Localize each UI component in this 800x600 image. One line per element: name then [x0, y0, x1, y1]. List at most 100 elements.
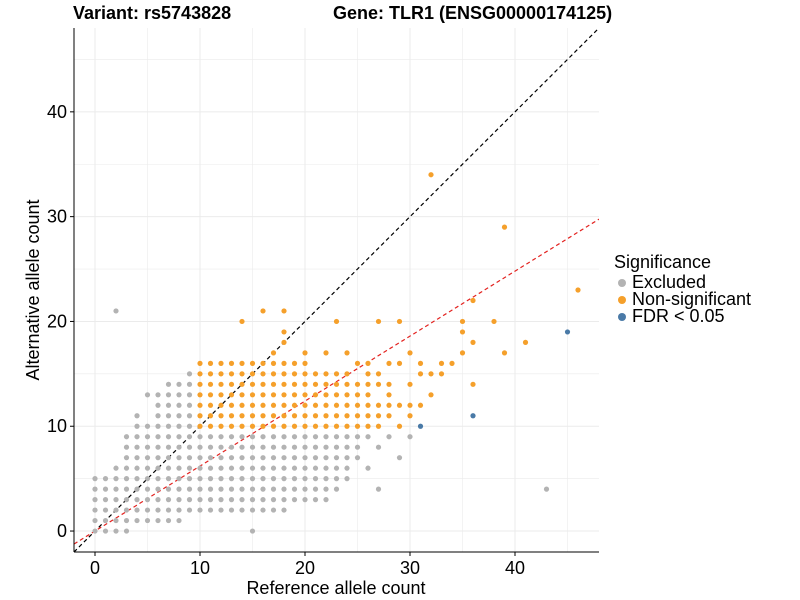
- point-excluded: [302, 434, 308, 440]
- point-excluded: [155, 465, 161, 471]
- point-excluded: [291, 434, 298, 440]
- point-excluded: [291, 444, 298, 450]
- point-excluded: [176, 497, 182, 503]
- point-excluded: [144, 455, 151, 461]
- point-non-significant: [375, 413, 382, 419]
- point-excluded: [207, 507, 214, 513]
- point-excluded: [197, 497, 203, 503]
- point-excluded: [228, 486, 235, 492]
- point-non-significant: [291, 413, 298, 419]
- point-excluded: [165, 517, 172, 524]
- point-non-significant: [249, 360, 256, 366]
- point-non-significant: [470, 297, 476, 304]
- point-non-significant: [302, 423, 308, 429]
- point-excluded: [123, 517, 130, 524]
- point-non-significant: [312, 392, 319, 398]
- point-excluded: [144, 444, 151, 450]
- point-excluded: [249, 507, 256, 513]
- point-excluded: [239, 486, 245, 492]
- point-excluded: [260, 465, 266, 471]
- gene-title: Gene: TLR1 (ENSG00000174125): [333, 3, 613, 23]
- point-excluded: [312, 455, 319, 461]
- point-excluded: [344, 455, 350, 461]
- point-excluded: [165, 497, 172, 503]
- legend: Significance Excluded Non-significant FD…: [614, 252, 751, 325]
- point-excluded: [312, 434, 319, 440]
- point-excluded: [333, 486, 340, 492]
- point-non-significant: [354, 360, 361, 366]
- point-excluded: [302, 444, 308, 450]
- point-excluded: [134, 465, 140, 471]
- point-excluded: [249, 444, 256, 450]
- point-excluded: [239, 444, 245, 450]
- point-excluded: [249, 476, 256, 482]
- point-excluded: [260, 444, 266, 450]
- point-non-significant: [249, 413, 256, 419]
- point-excluded: [323, 476, 329, 482]
- point-excluded: [144, 517, 151, 524]
- point-non-significant: [281, 392, 287, 398]
- point-excluded: [92, 486, 98, 492]
- point-excluded: [228, 507, 235, 513]
- point-excluded: [144, 486, 151, 492]
- point-non-significant: [281, 339, 287, 345]
- point-excluded: [281, 465, 287, 471]
- point-excluded: [281, 455, 287, 461]
- point-non-significant: [344, 350, 350, 356]
- point-excluded: [186, 507, 193, 513]
- point-excluded: [281, 486, 287, 492]
- point-non-significant: [344, 381, 350, 387]
- point-non-significant: [197, 413, 203, 419]
- point-excluded: [155, 444, 161, 450]
- point-non-significant: [375, 318, 382, 325]
- point-non-significant: [249, 371, 256, 377]
- point-excluded: [92, 517, 98, 524]
- point-excluded: [165, 402, 172, 408]
- point-excluded: [92, 528, 98, 534]
- point-excluded: [155, 507, 161, 513]
- point-excluded: [123, 434, 130, 440]
- point-non-significant: [197, 392, 203, 398]
- point-non-significant: [302, 402, 308, 408]
- point-excluded: [312, 465, 319, 471]
- point-non-significant: [470, 381, 476, 387]
- point-excluded: [176, 444, 182, 450]
- point-excluded: [249, 465, 256, 471]
- point-non-significant: [323, 402, 329, 408]
- point-non-significant: [249, 392, 256, 398]
- point-excluded: [365, 465, 371, 471]
- point-non-significant: [249, 381, 256, 387]
- point-excluded: [228, 497, 235, 503]
- point-excluded: [123, 476, 130, 482]
- point-excluded: [92, 507, 98, 513]
- point-excluded: [344, 444, 350, 450]
- point-excluded: [102, 528, 109, 534]
- point-excluded: [176, 381, 182, 387]
- point-excluded: [228, 476, 235, 482]
- point-non-significant: [407, 413, 413, 419]
- point-non-significant: [323, 413, 329, 419]
- point-excluded: [207, 444, 214, 450]
- point-excluded: [113, 476, 119, 482]
- point-excluded: [176, 507, 182, 513]
- point-non-significant: [260, 360, 266, 366]
- point-excluded: [375, 486, 382, 492]
- point-excluded: [239, 507, 245, 513]
- point-non-significant: [491, 318, 497, 325]
- point-excluded: [323, 465, 329, 471]
- point-non-significant: [228, 413, 235, 419]
- point-non-significant: [207, 423, 214, 429]
- point-non-significant: [302, 350, 308, 356]
- point-non-significant: [333, 318, 340, 325]
- point-excluded: [197, 465, 203, 471]
- point-excluded: [281, 497, 287, 503]
- legend-title: Significance: [614, 252, 712, 272]
- point-excluded: [165, 507, 172, 513]
- grid: [74, 28, 599, 552]
- point-excluded: [302, 497, 308, 503]
- point-excluded: [197, 444, 203, 450]
- point-non-significant: [228, 392, 235, 398]
- point-excluded: [197, 486, 203, 492]
- point-non-significant: [323, 423, 329, 429]
- point-non-significant: [428, 172, 434, 178]
